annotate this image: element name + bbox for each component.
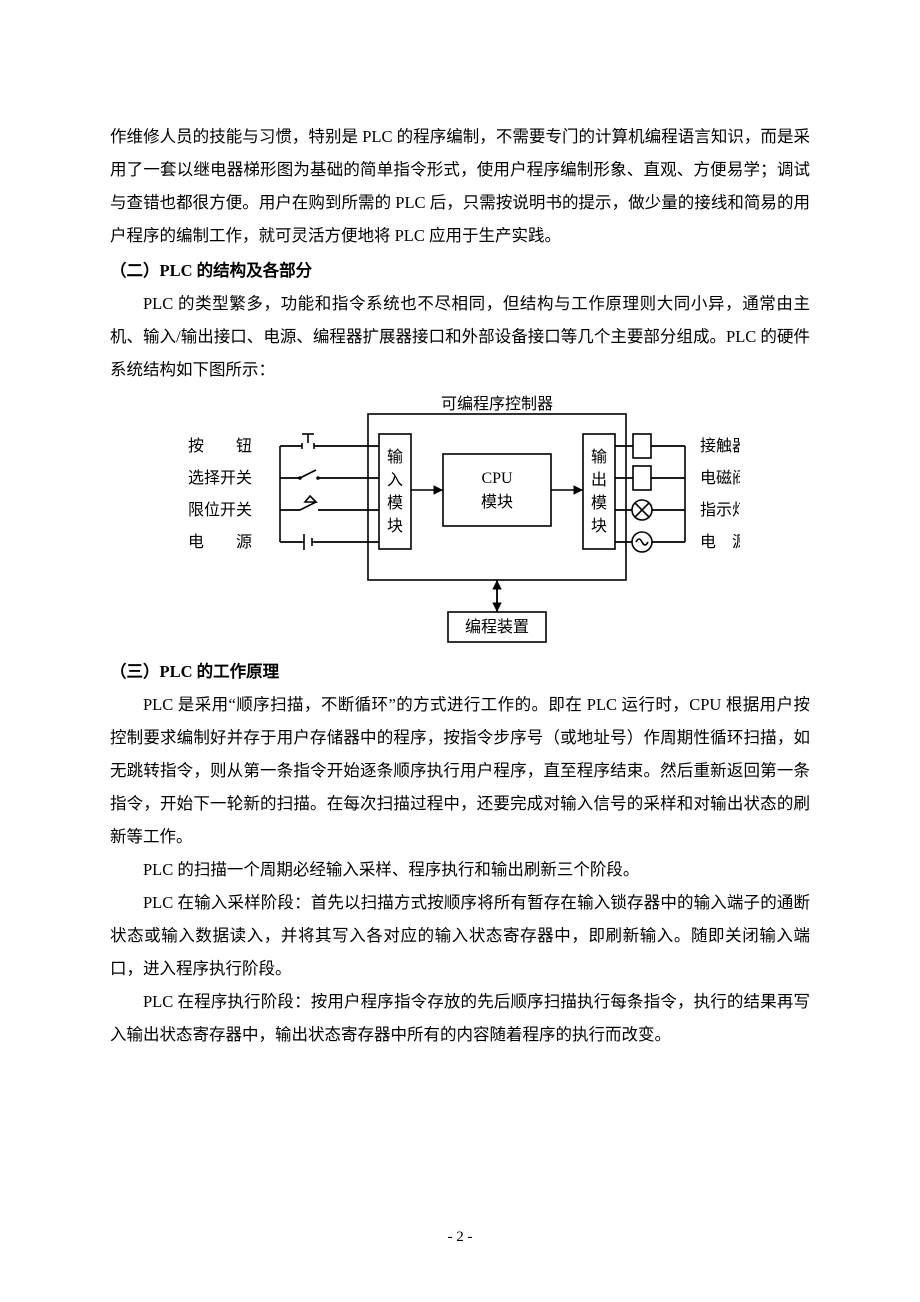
svg-text:电磁阀: 电磁阀 <box>700 469 740 487</box>
heading-structure: （二）PLC 的结构及各部分 <box>110 254 810 287</box>
paragraph-structure: PLC 的类型繁多，功能和指令系统也不尽相同，但结构与工作原理则大同小异，通常由… <box>110 287 810 386</box>
svg-text:块: 块 <box>387 517 403 535</box>
paragraph-principle-2: PLC 的扫描一个周期必经输入采样、程序执行和输出刷新三个阶段。 <box>110 853 810 886</box>
svg-text:选择开关: 选择开关 <box>188 469 252 487</box>
svg-text:限位开关: 限位开关 <box>188 501 252 519</box>
page-number: - 2 - <box>0 1222 920 1252</box>
paragraph-principle-3: PLC 在输入采样阶段：首先以扫描方式按顺序将所有暂存在输入锁存器中的输入端子的… <box>110 886 810 985</box>
svg-text:CPU: CPU <box>481 470 513 487</box>
svg-text:模: 模 <box>591 494 607 512</box>
paragraph-intro: 作维修人员的技能与习惯，特别是 PLC 的程序编制，不需要专门的计算机编程语言知… <box>110 120 810 252</box>
svg-text:指示灯: 指示灯 <box>700 501 740 519</box>
svg-text:块: 块 <box>591 517 607 535</box>
svg-text:编程装置: 编程装置 <box>465 618 529 636</box>
svg-text:按 钮: 按 钮 <box>188 437 252 455</box>
paragraph-principle-1: PLC 是采用“顺序扫描，不断循环”的方式进行工作的。即在 PLC 运行时，CP… <box>110 688 810 853</box>
heading-principle: （三）PLC 的工作原理 <box>110 655 810 688</box>
plc-structure-diagram: 可编程序控制器输入模块CPU模块输出模块编程装置按 钮选择开关限位开关电 源接触… <box>180 394 740 649</box>
svg-text:模块: 模块 <box>481 493 513 511</box>
svg-text:输: 输 <box>591 448 607 466</box>
svg-text:电 源: 电 源 <box>188 533 252 551</box>
svg-text:入: 入 <box>387 472 403 489</box>
svg-text:输: 输 <box>387 448 403 466</box>
svg-text:可编程序控制器: 可编程序控制器 <box>441 395 553 413</box>
svg-text:电 源: 电 源 <box>700 533 740 551</box>
svg-text:出: 出 <box>591 471 607 489</box>
svg-text:接触器: 接触器 <box>700 437 740 455</box>
paragraph-principle-4: PLC 在程序执行阶段：按用户程序指令存放的先后顺序扫描执行每条指令，执行的结果… <box>110 985 810 1051</box>
page: 作维修人员的技能与习惯，特别是 PLC 的程序编制，不需要专门的计算机编程语言知… <box>0 0 920 1302</box>
svg-text:模: 模 <box>387 494 403 512</box>
